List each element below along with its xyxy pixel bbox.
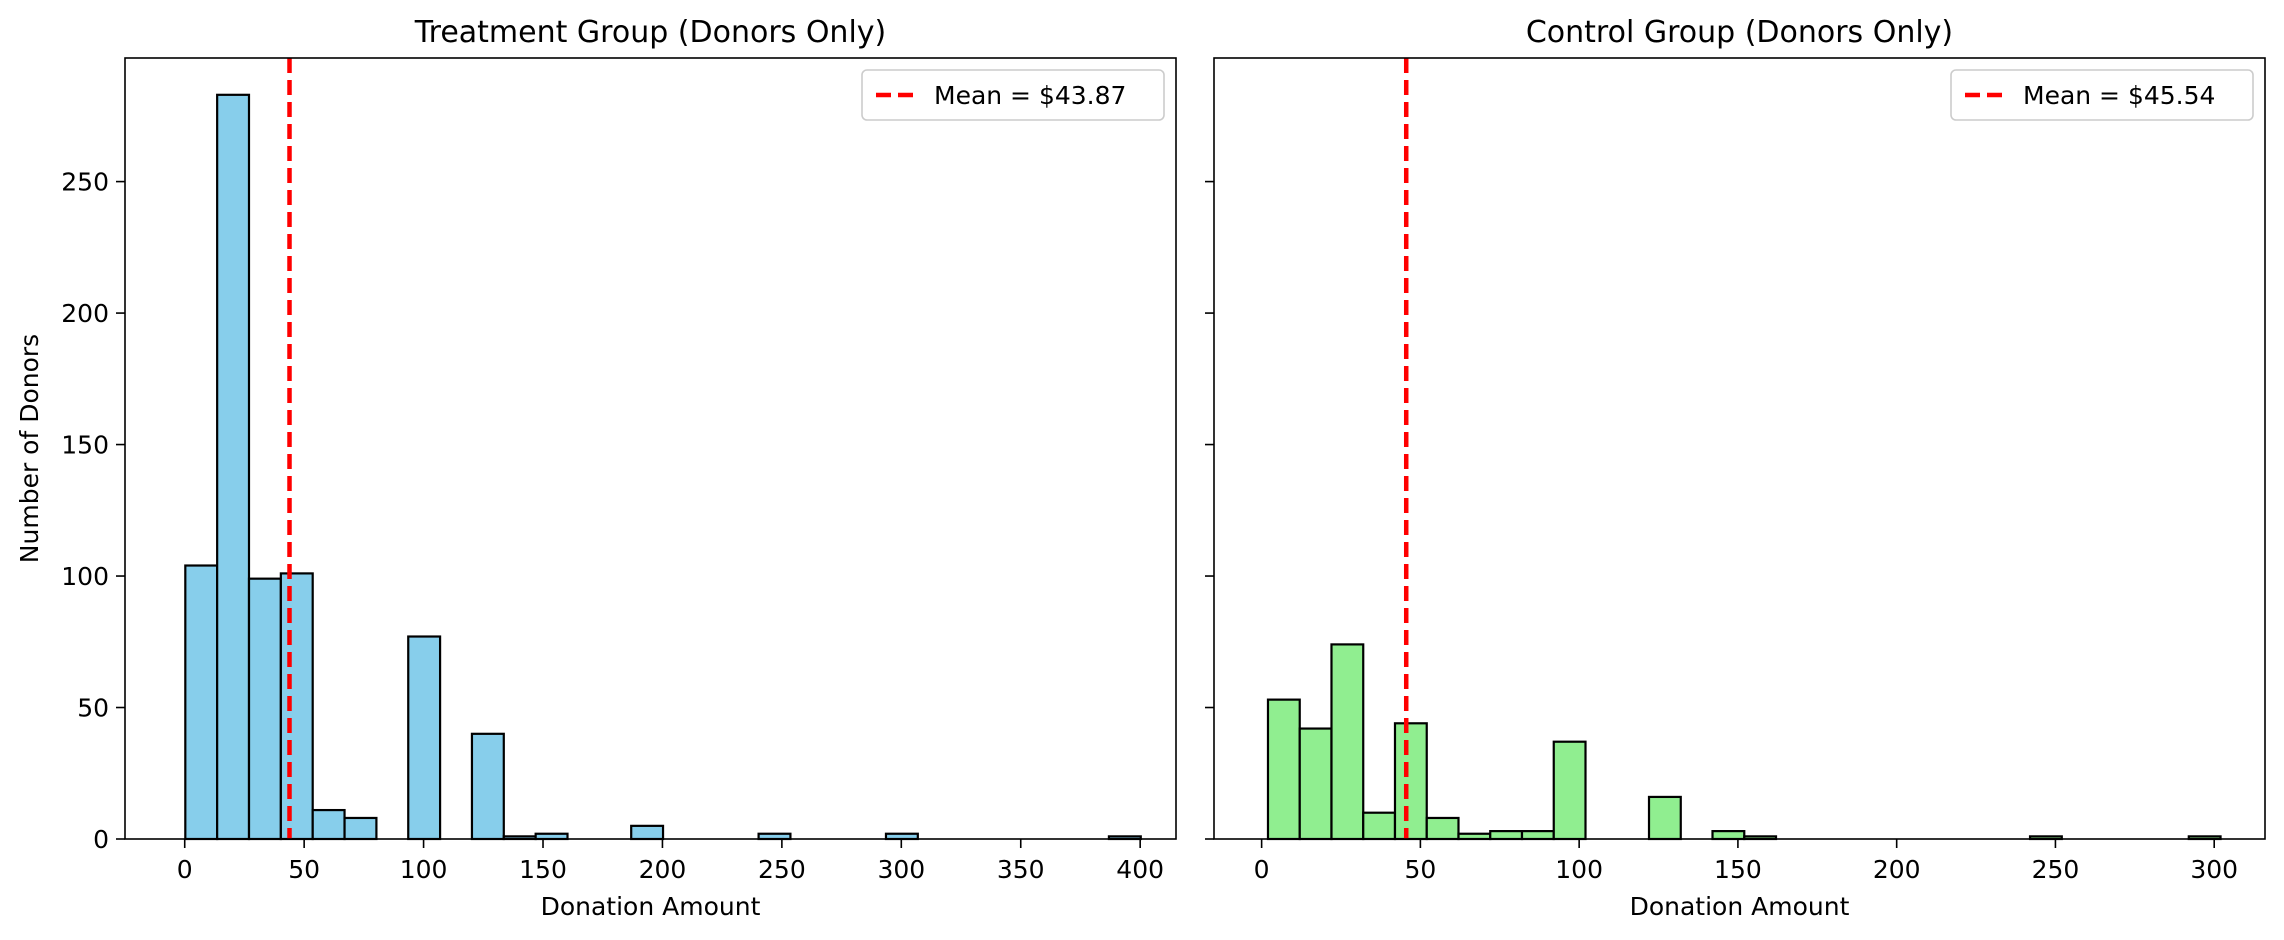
axes-frame [124,57,1177,840]
histogram-bar [1330,643,1365,841]
x-tick-label: 0 [177,855,193,884]
legend-box [861,69,1165,121]
histogram-bar [343,816,378,841]
x-tick-label: 150 [1714,855,1762,884]
x-tick-label: 250 [758,855,806,884]
x-tick-label: 300 [877,855,925,884]
histogram-bar [630,824,665,841]
histogram-bar [247,577,282,841]
y-tick-label: 200 [61,299,109,328]
histogram-bar [1266,698,1301,841]
histogram-bar [407,635,442,841]
legend: Mean = $45.54 [1950,69,2254,121]
legend-box [1950,69,2254,121]
x-tick-label: 50 [288,855,320,884]
x-tick-label: 200 [1873,855,1921,884]
y-tick-label: 250 [61,168,109,197]
x-tick-label: 150 [519,855,567,884]
histogram-panel-2: 0 50 100 150 200 250 300 Control Group (Donors … [1205,15,2266,921]
chart-title: Treatment Group (Donors Only) [414,15,887,50]
x-tick-label: 300 [2190,855,2238,884]
y-tick-label: 100 [61,562,109,591]
x-tick-label: 350 [997,855,1045,884]
x-tick-label: 100 [400,855,448,884]
y-tick-label: 50 [77,694,109,723]
histogram-bar [1647,795,1682,841]
chart-title: Control Group (Donors Only) [1526,15,1953,50]
y-axis-label: Number of Donors [15,334,44,563]
x-tick-label: 250 [2032,855,2080,884]
histogram-bar [1393,722,1428,841]
histogram-panel-1: 0 50 100 150 200 250 300 350 400 0 50 100 150 200 250 T… [15,15,1177,921]
histogram-bar [1711,830,1746,841]
histogram-bar [216,93,251,841]
x-tick-label: 200 [639,855,687,884]
y-tick-label: 0 [93,825,109,854]
axes-frame [1213,57,2266,840]
histogram-bar [1520,830,1555,841]
x-axis-label: Donation Amount [541,892,761,921]
histogram-bar [184,564,219,841]
histogram-bar [1362,811,1397,841]
legend-label: Mean = $43.87 [934,81,1126,110]
y-tick-label: 150 [61,431,109,460]
histogram-bar [1552,740,1587,841]
legend: Mean = $43.87 [861,69,1165,121]
x-tick-label: 50 [1404,855,1436,884]
x-tick-label: 400 [1116,855,1164,884]
histogram-bar [1489,830,1524,841]
x-tick-label: 100 [1555,855,1603,884]
histogram-bar [279,572,314,841]
x-axis-label: Donation Amount [1630,892,1850,921]
histogram-bar [470,732,505,841]
legend-label: Mean = $45.54 [2023,81,2215,110]
histogram-bar [1298,727,1333,841]
histogram-bar [311,808,346,841]
x-tick-label: 0 [1254,855,1270,884]
histogram-bar [1425,816,1460,841]
